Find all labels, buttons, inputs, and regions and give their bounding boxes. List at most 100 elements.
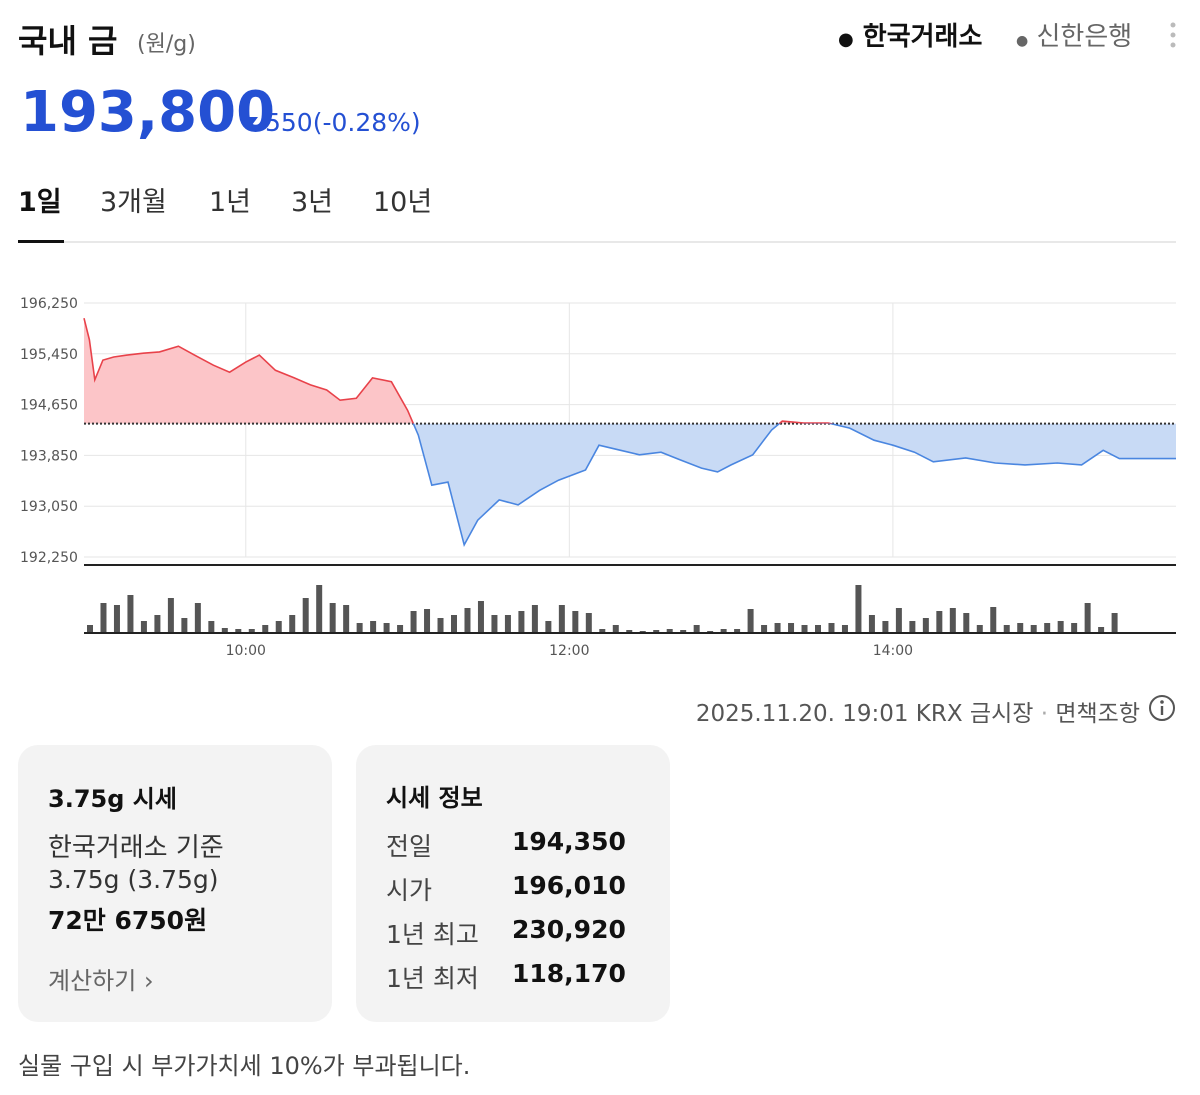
volume-bar bbox=[585, 613, 592, 633]
volume-bar bbox=[720, 629, 727, 633]
volume-bar bbox=[653, 630, 660, 633]
volume-bar bbox=[693, 625, 700, 633]
tab[interactable]: 1년 bbox=[209, 187, 252, 218]
volume-bar bbox=[491, 615, 498, 633]
x-tick-label: 10:00 bbox=[226, 643, 266, 659]
volume-bar bbox=[801, 625, 808, 633]
info-row: 1년 최저 118,170 bbox=[386, 959, 626, 995]
volume-bar bbox=[235, 629, 242, 633]
title: 국내 금 bbox=[18, 22, 118, 60]
volume-bar bbox=[383, 623, 390, 633]
volume-bar bbox=[370, 621, 377, 633]
timestamp: 2025.11.20. 19:01 bbox=[695, 701, 909, 727]
volume-bar bbox=[680, 630, 687, 633]
source-toggle[interactable]: ● 한국거래소 bbox=[838, 22, 983, 52]
calculate-link[interactable]: 계산하기 › bbox=[48, 967, 154, 995]
info-card: 시세 정보 전일 194,350 시가 196,010 1년 최고 230,920 1… bbox=[356, 745, 670, 1022]
volume-bar bbox=[1084, 603, 1091, 633]
volume-bar bbox=[1030, 625, 1037, 633]
source-toggle[interactable]: ● 신한은행 bbox=[1016, 22, 1133, 52]
volume-bar bbox=[734, 629, 741, 633]
tab[interactable]: 10년 bbox=[373, 187, 433, 218]
y-tick-label: 192,250 bbox=[20, 550, 78, 566]
volume-bar bbox=[666, 629, 673, 633]
calculate-label[interactable]: 계산하기 bbox=[48, 967, 137, 995]
volume-bar bbox=[167, 598, 174, 633]
volume-bar bbox=[127, 595, 134, 633]
volume-bar bbox=[626, 630, 633, 633]
volume-bar bbox=[868, 615, 875, 633]
volume-bar bbox=[289, 615, 296, 633]
info-label: 1년 최고 bbox=[386, 920, 479, 949]
disclaimer-link[interactable]: 면책조항 bbox=[1055, 701, 1140, 727]
y-tick-label: 193,850 bbox=[20, 448, 78, 464]
price-change: 550(-0.28%) bbox=[265, 108, 421, 137]
card-weight: 3.75g (3.75g) bbox=[48, 865, 219, 894]
volume-bar bbox=[1044, 623, 1051, 633]
x-tick-label: 12:00 bbox=[549, 643, 589, 659]
volume-bar bbox=[1098, 627, 1105, 633]
volume-bar bbox=[990, 607, 997, 633]
info-value: 196,010 bbox=[512, 871, 626, 900]
y-tick-label: 195,450 bbox=[20, 347, 78, 363]
tab[interactable]: 3년 bbox=[291, 187, 334, 218]
info-value: 194,350 bbox=[512, 827, 626, 856]
area-up bbox=[84, 318, 831, 424]
card-title: 3.75g 시세 bbox=[48, 785, 177, 813]
info-row: 1년 최고 230,920 bbox=[386, 915, 626, 951]
tab[interactable]: 1일 bbox=[18, 187, 62, 218]
card-price: 72만 6750원 bbox=[48, 906, 208, 935]
tab[interactable]: 3개월 bbox=[100, 187, 167, 218]
info-value: 230,920 bbox=[512, 915, 626, 944]
volume-bar bbox=[451, 615, 457, 633]
volume-bar bbox=[194, 603, 201, 633]
more-menu[interactable] bbox=[1166, 20, 1180, 50]
volume-bar bbox=[1057, 621, 1064, 633]
volume-bar bbox=[1003, 625, 1010, 633]
volume-bar bbox=[464, 608, 471, 633]
volume-bar bbox=[1017, 623, 1024, 633]
volume-bar bbox=[1111, 613, 1118, 633]
change-value: 550 bbox=[265, 108, 313, 137]
gram-price-card: 3.75g 시세 한국거래소 기준 3.75g (3.75g) 72만 6750… bbox=[18, 745, 332, 1022]
volume-bar bbox=[87, 625, 93, 633]
volume-bar bbox=[976, 625, 983, 633]
y-tick-label: 196,250 bbox=[20, 296, 78, 312]
source-label[interactable]: 한국거래소 bbox=[862, 22, 983, 52]
info-row: 시가 196,010 bbox=[386, 871, 626, 907]
info-label: 1년 최저 bbox=[386, 964, 479, 993]
price-line bbox=[83, 318, 1176, 548]
volume-bar bbox=[599, 629, 606, 633]
volume-bar bbox=[397, 625, 404, 633]
current-price: 193,800 bbox=[20, 80, 276, 145]
volume-bar bbox=[316, 585, 323, 633]
volume-bar bbox=[262, 625, 269, 633]
x-tick-label: 14:00 bbox=[873, 643, 913, 659]
volume-bar bbox=[248, 629, 255, 633]
info-value: 118,170 bbox=[512, 959, 626, 988]
y-tick-label: 193,050 bbox=[20, 499, 78, 515]
volume-bar bbox=[181, 618, 188, 633]
unit: (원/g) bbox=[137, 32, 196, 57]
source-label[interactable]: 신한은행 bbox=[1036, 22, 1133, 52]
volume-bar bbox=[747, 609, 754, 633]
volume-bar bbox=[788, 623, 795, 633]
volume-bar bbox=[545, 621, 552, 633]
volume-bar bbox=[828, 623, 835, 633]
volume-bar bbox=[882, 621, 889, 633]
data-source-line: 2025.11.20. 19:01 KRX 금시장 · 면책조항 bbox=[695, 701, 1140, 727]
volume-bar bbox=[841, 625, 848, 633]
info-row: 전일 194,350 bbox=[386, 827, 626, 863]
volume-bar bbox=[477, 601, 484, 633]
volume-bar bbox=[612, 625, 619, 633]
volume-bar bbox=[275, 621, 282, 633]
volume-bar bbox=[949, 608, 956, 633]
vat-note: 실물 구입 시 부가가치세 10%가 부과됩니다. bbox=[18, 1052, 471, 1080]
volume-bar bbox=[437, 618, 444, 633]
down-arrow bbox=[246, 117, 258, 125]
volume-bar bbox=[922, 618, 929, 633]
y-tick-label: 194,650 bbox=[20, 398, 78, 414]
info-icon[interactable] bbox=[1148, 694, 1178, 724]
volume-bar bbox=[761, 625, 768, 633]
